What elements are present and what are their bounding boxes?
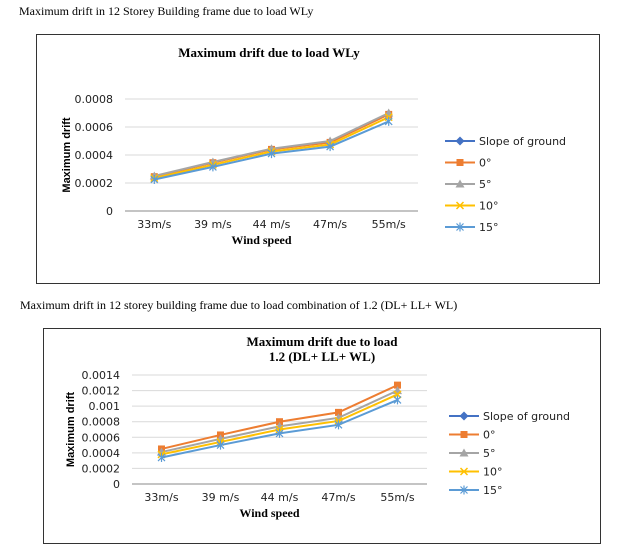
chart-combination-xaxis-label: Wind speed <box>239 506 299 520</box>
chart-wly-series-3-point-3 <box>326 142 335 152</box>
chart-wly-xtick-label-4: 55m/s <box>372 218 406 231</box>
chart-combination-legend-label-2: 5° <box>483 447 496 460</box>
chart-combination-legend-marker-3 <box>459 467 469 476</box>
chart-combination-ytick-label-0: 0 <box>113 478 120 491</box>
chart-combination-series-0-point-2 <box>276 418 283 426</box>
chart-wly-legend-marker-4 <box>456 222 464 232</box>
chart-wly-legend-marker-0 <box>455 136 465 146</box>
chart-combination-ytick-label-6: 0.0012 <box>82 385 121 398</box>
chart-combination-ytick-label-3: 0.0006 <box>82 431 121 444</box>
chart-wly-yaxis-label: Maximum drift <box>61 117 73 193</box>
chart-wly-ytick-label-4: 0.0008 <box>75 93 114 106</box>
chart-combination-frame: Maximum drift due to load 1.2 (DL+ LL+ WL… <box>43 328 601 544</box>
figure-caption-1: Maximum drift in 12 Storey Building fram… <box>19 4 314 18</box>
chart-combination-series-3-point-2 <box>275 428 284 438</box>
chart-wly-legend-marker-2 <box>455 179 465 188</box>
chart-combination-title-line-1: Maximum drift due to load <box>247 334 399 349</box>
chart-combination-legend-label-0: Slope of ground <box>483 410 570 423</box>
chart-combination-legend-marker-0 <box>459 411 469 421</box>
chart-wly-legend-marker-3 <box>455 201 465 210</box>
chart-combination-legend-marker-2 <box>459 448 469 457</box>
chart-wly-legend-label-2: 5° <box>479 178 492 191</box>
chart-wly-xtick-label-2: 44 m/s <box>253 218 291 231</box>
chart-wly-series-3-point-0 <box>150 175 159 184</box>
chart-wly-ytick-label-0: 0 <box>106 205 113 218</box>
chart-wly-frame: Maximum drift due to load WLy 0 0.0002 0.00… <box>36 34 600 284</box>
chart-wly-xtick-label-3: 47m/s <box>313 218 347 231</box>
chart-wly-series-3-point-2 <box>267 149 276 159</box>
chart-combination-series-0-point-4 <box>394 381 401 389</box>
chart-combination-legend-label-3: 10° <box>483 466 503 479</box>
chart-wly-legend-label-4: 15° <box>479 221 499 234</box>
chart-wly-legend-label-0: Slope of ground <box>479 135 566 148</box>
chart-combination-ytick-label-5: 0.001 <box>89 400 121 413</box>
chart-wly-xtick-label-0: 33m/s <box>137 218 171 231</box>
chart-wly-legend-marker-1 <box>456 159 464 166</box>
chart-combination-series-3-point-1 <box>216 440 225 450</box>
figure-caption-2: Maximum drift in 12 storey building fram… <box>20 298 458 312</box>
chart-combination-ytick-label-4: 0.0008 <box>82 416 121 429</box>
chart-wly-xaxis-label: Wind speed <box>231 233 291 247</box>
chart-combination-legend-marker-1 <box>460 431 468 438</box>
chart-combination-xtick-label-3: 47m/s <box>321 491 355 504</box>
chart-combination-ytick-label-7: 0.0014 <box>82 369 121 382</box>
chart-wly-svg: Maximum drift due to load WLy 0 0.0002 0.00… <box>61 45 566 247</box>
chart-combination-title-line-2: 1.2 (DL+ LL+ WL) <box>269 349 375 364</box>
chart-combination-xtick-label-4: 55m/s <box>380 491 414 504</box>
chart-wly-ytick-label-3: 0.0006 <box>75 121 114 134</box>
chart-combination-series-line-0 <box>161 384 398 450</box>
chart-combination-legend-label-4: 15° <box>483 484 503 497</box>
chart-combination-yaxis-label: Maximum drift <box>65 392 77 468</box>
chart-combination-ytick-label-2: 0.0004 <box>82 447 121 460</box>
chart-combination-ytick-label-1: 0.0002 <box>82 462 121 475</box>
chart-combination-legend-label-1: 0° <box>483 429 496 442</box>
chart-wly-title-line-1: Maximum drift due to load WLy <box>178 45 360 60</box>
chart-wly-legend-label-1: 0° <box>479 157 492 170</box>
chart-combination-series-3-point-3 <box>334 420 343 430</box>
chart-combination-xtick-label-2: 44 m/s <box>261 491 299 504</box>
chart-combination-legend-marker-4 <box>460 485 468 495</box>
chart-wly-series-3-point-4 <box>384 116 393 126</box>
chart-combination-series-3-point-4 <box>393 395 402 405</box>
chart-wly-ytick-label-1: 0.0002 <box>75 177 114 190</box>
chart-combination-xtick-label-0: 33m/s <box>144 491 178 504</box>
chart-wly-legend-label-3: 10° <box>479 200 499 213</box>
chart-combination-series-0-point-3 <box>335 408 342 416</box>
chart-combination-xtick-label-1: 39 m/s <box>202 491 240 504</box>
chart-combination-series-3-point-0 <box>157 453 166 463</box>
chart-wly-series-3-point-1 <box>208 162 217 172</box>
chart-wly-xtick-label-1: 39 m/s <box>194 218 232 231</box>
chart-wly-ytick-label-2: 0.0004 <box>75 149 114 162</box>
